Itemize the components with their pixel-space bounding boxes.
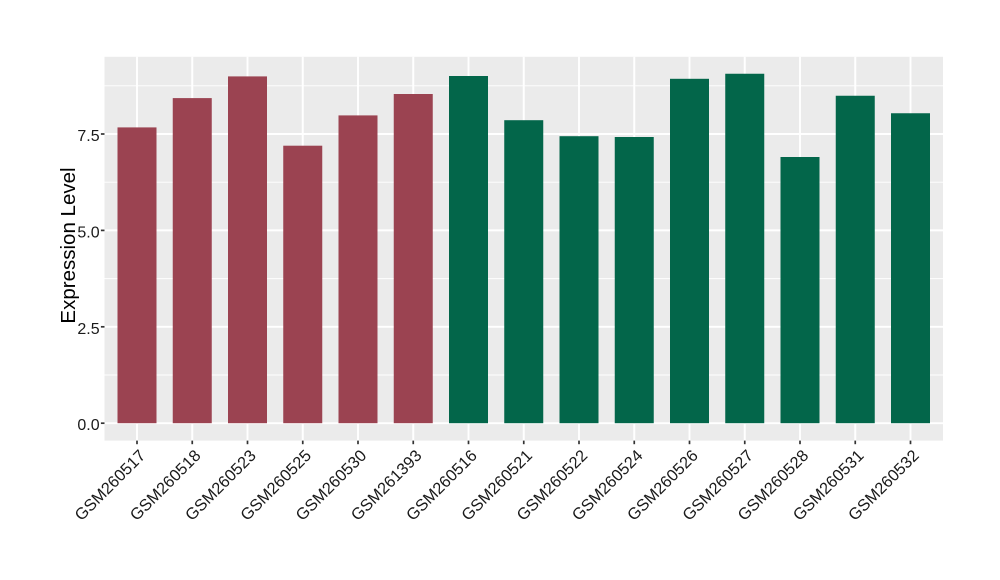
svg-text:5.0: 5.0 [77, 224, 99, 241]
svg-text:2.5: 2.5 [77, 321, 99, 338]
svg-text:7.5: 7.5 [77, 128, 99, 145]
svg-text:Expression Level: Expression Level [57, 167, 80, 323]
svg-text:0.0: 0.0 [77, 417, 99, 434]
